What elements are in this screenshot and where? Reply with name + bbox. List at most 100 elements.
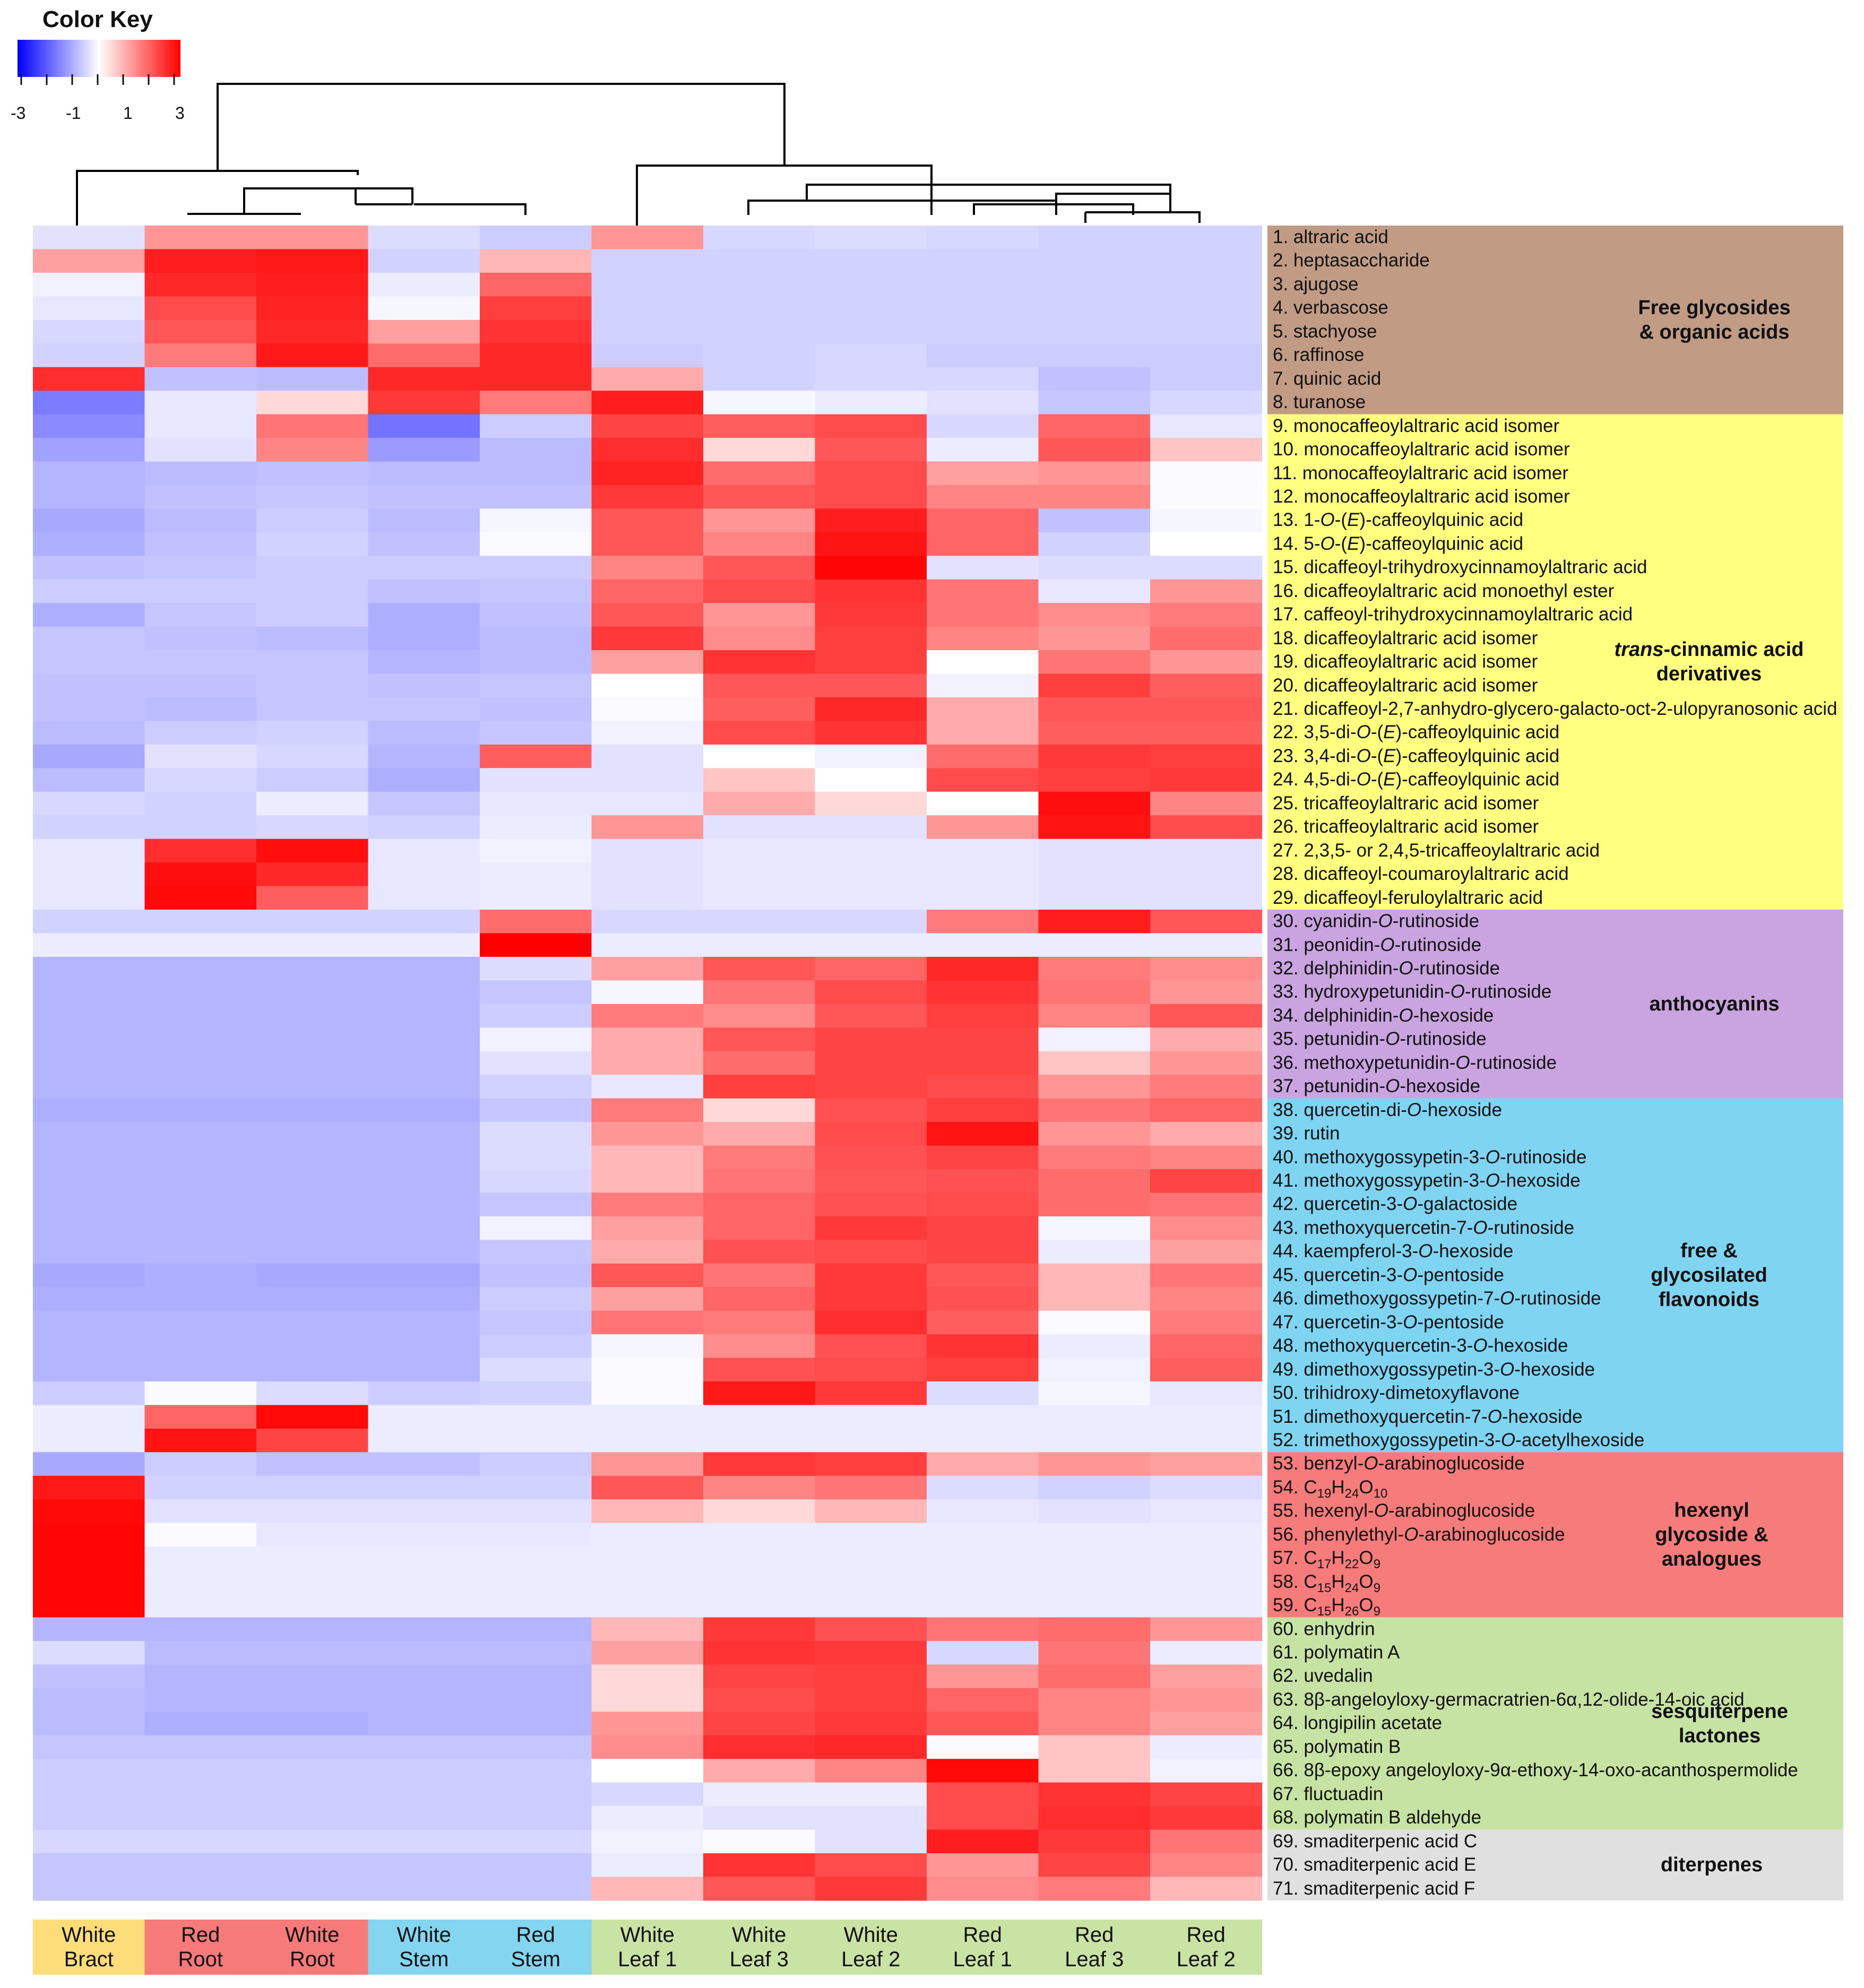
heatmap-cell (1150, 1523, 1263, 1547)
heatmap-cell (368, 1075, 480, 1099)
row-label: 56. phenylethyl-O-arabinoglucoside (1273, 1524, 1565, 1545)
heatmap-cell (1150, 1381, 1263, 1406)
heatmap-cell (591, 1004, 704, 1028)
row-label: 49. dimethoxygossypetin-3-O-hexoside (1273, 1359, 1595, 1380)
heatmap-cell (144, 391, 257, 415)
heatmap-cell (815, 1051, 927, 1075)
heatmap-cell (480, 1098, 592, 1122)
heatmap-cell (815, 862, 927, 887)
heatmap-cell (1038, 1216, 1151, 1240)
heatmap-cell (815, 1829, 927, 1854)
row-label: 68. polymatin B aldehyde (1273, 1807, 1482, 1828)
heatmap-cell (703, 1806, 816, 1830)
heatmap-cell (1150, 1169, 1263, 1194)
heatmap-cell (368, 886, 480, 910)
heatmap-cell (256, 1310, 369, 1335)
heatmap-cell (1150, 1853, 1263, 1878)
heatmap-cell (591, 343, 704, 368)
heatmap-cell (144, 956, 257, 981)
heatmap-cell (591, 367, 704, 391)
heatmap-cell (1150, 1075, 1263, 1099)
heatmap-cell (591, 1310, 704, 1335)
column-label: Red Leaf 1 (927, 1920, 1039, 1975)
heatmap-cell (1038, 1310, 1151, 1335)
heatmap-cell (927, 226, 1039, 250)
heatmap-cell (703, 1853, 816, 1878)
heatmap-cell (256, 485, 369, 509)
heatmap-cell (256, 933, 369, 957)
heatmap-cell (927, 1216, 1039, 1240)
heatmap-cell (256, 956, 369, 981)
heatmap-cell (33, 1027, 145, 1052)
heatmap-cell (480, 980, 592, 1005)
heatmap-cell (256, 1664, 369, 1689)
key-tick-label-1: 1 (123, 103, 133, 123)
heatmap-cell (33, 603, 145, 627)
heatmap-cell (256, 839, 369, 863)
heatmap-cell (703, 1475, 816, 1500)
row-label: 33. hydroxypetunidin-O-rutinoside (1273, 981, 1552, 1002)
heatmap-cell (256, 791, 369, 816)
heatmap-cell (591, 839, 704, 863)
heatmap-cell (927, 1051, 1039, 1075)
column-label-line1: Red (1186, 1923, 1226, 1947)
row-label: 42. quercetin-3-O-galactoside (1273, 1194, 1518, 1215)
heatmap-cell (368, 1523, 480, 1547)
row-label: 55. hexenyl-O-arabinoglucoside (1273, 1500, 1535, 1522)
heatmap-cell (368, 626, 480, 651)
column-label: White Root (256, 1920, 368, 1975)
heatmap-cell (591, 1051, 704, 1075)
heatmap-cell (1150, 1829, 1263, 1854)
row-label: 9. monocaffeoylaltraric acid isomer (1273, 415, 1560, 436)
heatmap-cell (703, 1641, 816, 1665)
heatmap-cell (703, 1122, 816, 1146)
key-tick-label-neg1: -1 (66, 103, 81, 123)
column-label: White Bract (33, 1920, 145, 1975)
heatmap-cell (33, 1075, 145, 1099)
heatmap-cell (33, 886, 145, 910)
column-label-line1: White (285, 1923, 340, 1947)
heatmap-cell (815, 1877, 927, 1901)
heatmap-cell (33, 1122, 145, 1146)
heatmap-cell (144, 1546, 257, 1571)
heatmap-cell (144, 1358, 257, 1382)
column-label: Red Leaf 3 (1039, 1920, 1151, 1975)
heatmap-cell (927, 744, 1039, 768)
column-label-line2: Leaf 3 (1065, 1948, 1124, 1971)
heatmap-cell (144, 1287, 257, 1311)
heatmap-cell (927, 1759, 1039, 1783)
heatmap-cell (815, 296, 927, 321)
row-label: 26. tricaffeoylaltraric acid isomer (1273, 816, 1539, 837)
heatmap-cell (815, 626, 927, 651)
heatmap-cell (1038, 626, 1151, 651)
heatmap-cell (480, 1051, 592, 1075)
heatmap-cell (927, 886, 1039, 910)
heatmap-cell (1038, 367, 1151, 391)
heatmap-cell (591, 650, 704, 675)
heatmap-cell (33, 673, 145, 698)
heatmap-cell (703, 414, 816, 438)
heatmap-cell (703, 673, 816, 698)
heatmap-cell (703, 1310, 816, 1335)
heatmap-cell (591, 1169, 704, 1194)
heatmap-cell (1038, 956, 1151, 981)
heatmap-cell (480, 249, 592, 273)
heatmap-cell (703, 1499, 816, 1524)
heatmap-cell (1038, 1617, 1151, 1641)
heatmap-cell (927, 1027, 1039, 1052)
heatmap-cell (1038, 1122, 1151, 1146)
heatmap-cell (703, 1169, 816, 1194)
row-label: 62. uvedalin (1273, 1665, 1373, 1687)
row-label: 31. peonidin-O-rutinoside (1273, 934, 1482, 955)
heatmap-cell (256, 1452, 369, 1476)
heatmap-cell (480, 1027, 592, 1052)
heatmap-cell (815, 1712, 927, 1736)
heatmap-cell (1038, 1735, 1151, 1759)
heatmap-cell (368, 1216, 480, 1240)
row-label: 59. C15H26O9 (1273, 1595, 1380, 1619)
row-label: 19. dicaffeoylaltraric acid isomer (1273, 651, 1538, 672)
heatmap-cell (591, 1287, 704, 1311)
row-label: 30. cyanidin-O-rutinoside (1273, 911, 1480, 932)
heatmap-cell (480, 839, 592, 863)
heatmap-cell (256, 626, 369, 651)
